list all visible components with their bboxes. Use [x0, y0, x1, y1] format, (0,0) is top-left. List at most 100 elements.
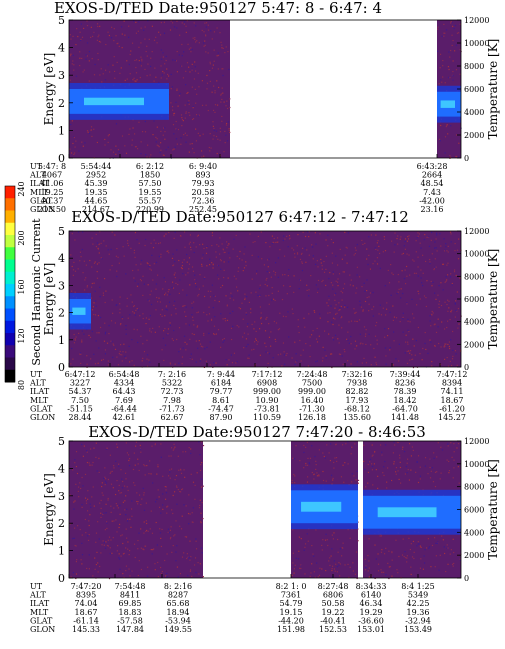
noise-speck	[434, 266, 436, 268]
noise-speck	[394, 444, 396, 446]
noise-speck	[444, 301, 446, 303]
table-cell: -71.30	[299, 404, 325, 413]
noise-speck	[257, 294, 259, 296]
noise-speck	[188, 268, 190, 270]
noise-speck	[107, 249, 109, 251]
noise-speck	[247, 357, 249, 359]
y-tick-label: 3	[58, 279, 65, 292]
table-cell: 18.94	[167, 608, 190, 617]
noise-speck	[194, 38, 196, 41]
noise-speck	[172, 339, 175, 342]
noise-speck	[136, 79, 138, 81]
noise-speck	[384, 336, 386, 338]
noise-speck	[107, 364, 109, 366]
noise-speck	[207, 24, 209, 26]
noise-speck	[420, 247, 422, 249]
noise-speck	[215, 362, 217, 364]
noise-speck	[206, 82, 209, 84]
noise-speck	[308, 254, 310, 256]
noise-speck	[247, 343, 249, 346]
noise-speck	[182, 305, 184, 307]
noise-speck	[110, 511, 112, 513]
noise-speck	[278, 328, 281, 330]
noise-speck	[361, 239, 363, 242]
noise-speck	[177, 128, 180, 131]
noise-speck	[447, 343, 449, 346]
noise-speck	[86, 55, 89, 57]
noise-speck	[325, 255, 327, 257]
noise-speck	[158, 31, 160, 33]
noise-speck	[344, 462, 346, 464]
noise-speck	[450, 241, 452, 243]
noise-speck	[225, 122, 228, 125]
noise-speck	[149, 528, 151, 530]
table-cell: 62.67	[161, 413, 184, 422]
noise-speck	[119, 72, 121, 74]
noise-speck	[418, 293, 420, 295]
noise-speck	[437, 541, 439, 543]
energy-band	[291, 484, 358, 530]
noise-speck	[408, 443, 411, 445]
noise-speck	[73, 64, 75, 66]
noise-speck	[236, 324, 238, 327]
noise-speck	[168, 301, 171, 303]
noise-speck	[395, 358, 397, 360]
noise-speck	[403, 245, 405, 247]
noise-speck	[160, 512, 162, 514]
noise-speck	[215, 333, 217, 335]
noise-speck	[100, 68, 102, 70]
noise-speck	[209, 61, 211, 63]
noise-speck	[429, 477, 432, 479]
noise-speck	[338, 273, 341, 275]
noise-speck	[95, 563, 98, 566]
noise-speck	[188, 494, 190, 496]
noise-speck	[155, 283, 158, 285]
noise-speck	[446, 124, 448, 126]
noise-speck	[69, 523, 71, 525]
noise-speck	[96, 551, 98, 553]
noise-speck	[185, 25, 187, 27]
noise-speck	[170, 455, 172, 457]
noise-speck	[384, 444, 387, 446]
noise-speck	[407, 318, 409, 320]
noise-speck	[165, 59, 167, 62]
noise-speck	[291, 308, 293, 310]
noise-speck	[386, 334, 389, 337]
noise-speck	[295, 445, 297, 447]
noise-speck	[383, 236, 385, 238]
noise-speck	[128, 568, 130, 570]
noise-speck	[219, 139, 221, 141]
noise-speck	[139, 315, 141, 317]
noise-speck	[297, 558, 300, 560]
noise-speck	[407, 329, 409, 331]
noise-speck	[86, 24, 89, 27]
noise-speck	[205, 26, 207, 28]
table-cell: 10.90	[256, 396, 279, 405]
table-cell: 7.98	[163, 396, 181, 405]
noise-speck	[226, 364, 228, 366]
y-tick-label: 4	[58, 42, 65, 55]
noise-speck	[456, 447, 458, 449]
noise-speck	[185, 349, 187, 351]
noise-speck	[338, 324, 340, 326]
noise-speck	[451, 34, 453, 36]
noise-speck	[199, 343, 202, 345]
noise-speck	[376, 242, 378, 244]
table-cell: 72.36	[192, 196, 215, 205]
table-cell: 7500	[302, 379, 322, 388]
noise-speck	[69, 55, 72, 57]
noise-speck	[411, 313, 414, 315]
noise-speck	[146, 45, 148, 47]
noise-speck	[185, 84, 187, 86]
noise-speck	[97, 36, 99, 38]
table-row-label: ILAT	[30, 179, 50, 188]
noise-speck	[238, 267, 240, 269]
noise-speck	[149, 315, 151, 317]
noise-speck	[225, 124, 228, 126]
table-row-label: GLAT	[30, 196, 53, 205]
noise-speck	[273, 270, 275, 272]
noise-speck	[81, 57, 83, 60]
noise-speck	[294, 481, 296, 484]
noise-speck	[419, 466, 421, 468]
y-tick-label: 2	[58, 97, 65, 110]
